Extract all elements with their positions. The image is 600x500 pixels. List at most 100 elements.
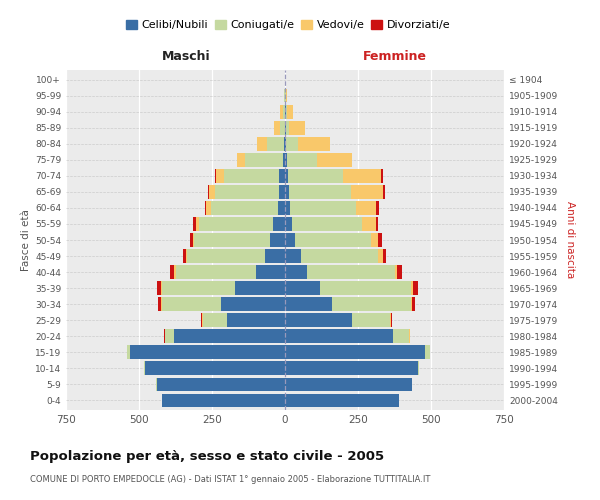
- Bar: [283, 105, 285, 118]
- Bar: [271, 233, 285, 247]
- Bar: [285, 233, 295, 247]
- Bar: [221, 298, 285, 311]
- Bar: [376, 201, 379, 214]
- Bar: [157, 282, 161, 295]
- Bar: [285, 298, 332, 311]
- Text: COMUNE DI PORTO EMPEDOCLE (AG) - Dati ISTAT 1° gennaio 2005 - Elaborazione TUTTI: COMUNE DI PORTO EMPEDOCLE (AG) - Dati IS…: [30, 475, 430, 484]
- Bar: [215, 169, 217, 182]
- Bar: [290, 201, 356, 214]
- Bar: [193, 233, 194, 247]
- Bar: [350, 185, 383, 198]
- Bar: [285, 282, 320, 295]
- Bar: [174, 330, 285, 343]
- Bar: [274, 217, 285, 231]
- Bar: [285, 153, 287, 166]
- Bar: [285, 185, 289, 198]
- Bar: [317, 153, 352, 166]
- Bar: [279, 185, 285, 198]
- Bar: [279, 169, 285, 182]
- Bar: [224, 169, 279, 182]
- Bar: [410, 298, 412, 311]
- Bar: [285, 137, 286, 150]
- Text: Maschi: Maschi: [162, 50, 211, 63]
- Bar: [206, 201, 211, 214]
- Bar: [410, 282, 413, 295]
- Bar: [187, 249, 265, 263]
- Bar: [280, 121, 285, 134]
- Bar: [161, 298, 163, 311]
- Bar: [127, 346, 130, 359]
- Bar: [163, 282, 235, 295]
- Bar: [362, 217, 376, 231]
- Legend: Celibi/Nubili, Coniugati/e, Vedovi/e, Divorziati/e: Celibi/Nubili, Coniugati/e, Vedovi/e, Di…: [121, 16, 455, 35]
- Bar: [332, 298, 410, 311]
- Bar: [274, 121, 280, 134]
- Bar: [425, 346, 430, 359]
- Bar: [256, 266, 285, 279]
- Bar: [383, 249, 386, 263]
- Bar: [295, 233, 371, 247]
- Bar: [217, 169, 224, 182]
- Bar: [196, 217, 199, 231]
- Bar: [413, 282, 418, 295]
- Bar: [343, 169, 382, 182]
- Bar: [284, 89, 285, 102]
- Bar: [208, 185, 209, 198]
- Bar: [287, 105, 293, 118]
- Bar: [170, 266, 174, 279]
- Bar: [379, 233, 382, 247]
- Bar: [199, 217, 274, 231]
- Bar: [209, 185, 215, 198]
- Bar: [194, 233, 271, 247]
- Bar: [397, 266, 402, 279]
- Text: Femmine: Femmine: [362, 50, 427, 63]
- Bar: [284, 137, 285, 150]
- Bar: [285, 249, 301, 263]
- Bar: [186, 249, 187, 263]
- Bar: [286, 105, 287, 118]
- Bar: [158, 298, 161, 311]
- Bar: [289, 121, 305, 134]
- Bar: [395, 266, 397, 279]
- Bar: [320, 282, 410, 295]
- Bar: [145, 362, 285, 375]
- Bar: [283, 153, 285, 166]
- Bar: [268, 137, 284, 150]
- Bar: [205, 201, 206, 214]
- Text: Popolazione per età, sesso e stato civile - 2005: Popolazione per età, sesso e stato civil…: [30, 450, 384, 463]
- Bar: [245, 153, 283, 166]
- Bar: [183, 249, 186, 263]
- Bar: [307, 266, 395, 279]
- Bar: [285, 266, 307, 279]
- Bar: [285, 217, 292, 231]
- Bar: [285, 394, 399, 407]
- Bar: [286, 121, 289, 134]
- Bar: [280, 105, 283, 118]
- Bar: [285, 201, 290, 214]
- Bar: [298, 137, 330, 150]
- Bar: [371, 233, 379, 247]
- Bar: [285, 378, 412, 391]
- Bar: [157, 378, 285, 391]
- Bar: [285, 121, 286, 134]
- Bar: [165, 330, 174, 343]
- Bar: [130, 346, 285, 359]
- Bar: [382, 169, 383, 182]
- Bar: [412, 298, 415, 311]
- Bar: [287, 153, 317, 166]
- Bar: [286, 89, 287, 102]
- Bar: [163, 298, 221, 311]
- Bar: [278, 201, 285, 214]
- Bar: [190, 233, 193, 247]
- Bar: [285, 346, 425, 359]
- Bar: [289, 185, 350, 198]
- Bar: [352, 314, 390, 327]
- Bar: [257, 137, 268, 150]
- Bar: [379, 249, 383, 263]
- Bar: [215, 185, 279, 198]
- Bar: [265, 249, 285, 263]
- Bar: [193, 217, 196, 231]
- Bar: [211, 201, 278, 214]
- Bar: [418, 362, 419, 375]
- Bar: [285, 169, 288, 182]
